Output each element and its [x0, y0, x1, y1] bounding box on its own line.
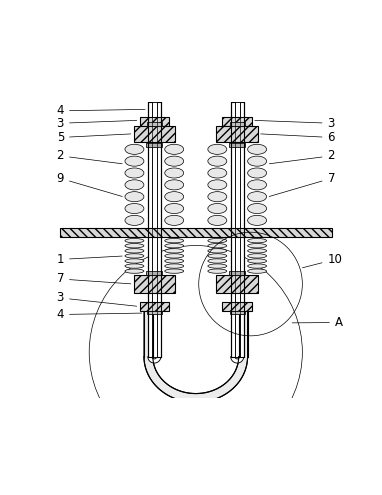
Text: 5: 5 [57, 131, 131, 144]
Ellipse shape [208, 192, 227, 202]
Ellipse shape [125, 244, 144, 248]
Bar [134, 126, 175, 142]
Bar [217, 275, 258, 293]
Ellipse shape [165, 269, 184, 273]
Bar [230, 311, 244, 314]
Text: 4: 4 [57, 308, 142, 321]
Ellipse shape [248, 244, 267, 248]
Bar [222, 302, 252, 311]
Text: 7: 7 [57, 272, 131, 286]
Bar [147, 122, 162, 126]
Ellipse shape [165, 244, 184, 248]
Ellipse shape [208, 156, 227, 166]
Bar [217, 126, 258, 142]
Ellipse shape [165, 264, 184, 268]
Bar [231, 102, 244, 356]
Bar [139, 302, 169, 311]
Polygon shape [148, 356, 161, 363]
Ellipse shape [125, 259, 144, 263]
Bar [230, 122, 244, 126]
Ellipse shape [208, 168, 227, 178]
Ellipse shape [125, 144, 144, 154]
Ellipse shape [248, 144, 267, 154]
Bar [148, 102, 161, 356]
Ellipse shape [125, 215, 144, 225]
Ellipse shape [208, 215, 227, 225]
Text: 7: 7 [269, 172, 335, 197]
Ellipse shape [208, 248, 227, 253]
Ellipse shape [165, 215, 184, 225]
Ellipse shape [248, 168, 267, 178]
Ellipse shape [208, 259, 227, 263]
Ellipse shape [248, 156, 267, 166]
Ellipse shape [125, 180, 144, 190]
Ellipse shape [248, 215, 267, 225]
Ellipse shape [125, 203, 144, 213]
Ellipse shape [165, 254, 184, 258]
Ellipse shape [248, 239, 267, 243]
Ellipse shape [165, 168, 184, 178]
Bar [152, 102, 157, 356]
Ellipse shape [208, 144, 227, 154]
Ellipse shape [165, 180, 184, 190]
Bar [222, 117, 252, 126]
Ellipse shape [165, 144, 184, 154]
Text: 10: 10 [303, 253, 342, 268]
Ellipse shape [208, 269, 227, 273]
Ellipse shape [208, 254, 227, 258]
Ellipse shape [248, 269, 267, 273]
Ellipse shape [125, 248, 144, 253]
Ellipse shape [165, 203, 184, 213]
Ellipse shape [208, 264, 227, 268]
Text: 6: 6 [261, 131, 335, 144]
Text: 2: 2 [57, 149, 122, 164]
Ellipse shape [208, 203, 227, 213]
Text: 9: 9 [57, 172, 122, 197]
Text: 3: 3 [255, 117, 335, 130]
Ellipse shape [208, 239, 227, 243]
Bar [134, 275, 175, 293]
Ellipse shape [208, 244, 227, 248]
Bar [146, 271, 162, 275]
Ellipse shape [248, 254, 267, 258]
Ellipse shape [125, 156, 144, 166]
Text: A: A [292, 316, 343, 329]
Ellipse shape [125, 192, 144, 202]
Ellipse shape [208, 180, 227, 190]
Ellipse shape [125, 264, 144, 268]
Bar [229, 271, 245, 275]
Text: 2: 2 [269, 149, 335, 164]
Ellipse shape [125, 254, 144, 258]
Text: 3: 3 [57, 117, 137, 130]
Ellipse shape [125, 239, 144, 243]
Ellipse shape [125, 168, 144, 178]
Text: 1: 1 [57, 253, 122, 266]
Ellipse shape [248, 180, 267, 190]
Ellipse shape [248, 248, 267, 253]
Bar [139, 117, 169, 126]
Bar [147, 311, 162, 314]
Ellipse shape [165, 239, 184, 243]
Text: 3: 3 [57, 292, 137, 306]
Ellipse shape [165, 248, 184, 253]
Polygon shape [144, 311, 248, 402]
Polygon shape [231, 356, 244, 363]
Ellipse shape [165, 259, 184, 263]
Bar [60, 228, 332, 237]
Ellipse shape [248, 264, 267, 268]
Bar [146, 143, 162, 147]
Bar [235, 102, 240, 356]
Ellipse shape [248, 203, 267, 213]
Text: 4: 4 [57, 104, 145, 117]
Ellipse shape [248, 192, 267, 202]
Ellipse shape [125, 269, 144, 273]
Bar [229, 143, 245, 147]
Ellipse shape [248, 259, 267, 263]
Ellipse shape [165, 192, 184, 202]
Ellipse shape [165, 156, 184, 166]
